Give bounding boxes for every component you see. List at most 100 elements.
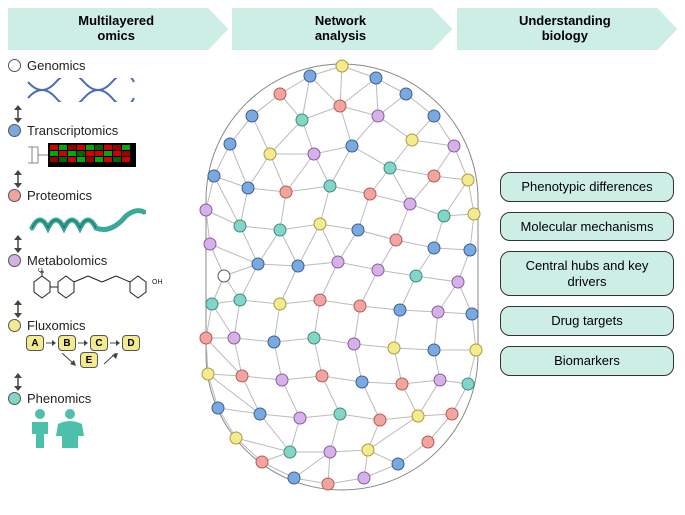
body-row: Genomics Transcriptomics <box>0 54 685 515</box>
network-node <box>466 308 478 320</box>
heatmap-icon <box>26 140 184 170</box>
network-node <box>324 446 336 458</box>
omics-proteomics: Proteomics <box>8 188 184 235</box>
phenomics-label: Phenomics <box>27 391 91 406</box>
network-node <box>292 260 304 272</box>
network-node <box>242 182 254 194</box>
network-node <box>422 436 434 448</box>
network-node <box>372 264 384 276</box>
network-node <box>332 256 344 268</box>
network-node <box>462 174 474 186</box>
network-node <box>410 270 422 282</box>
metabolomics-dot <box>8 254 21 267</box>
bi-arrow <box>12 300 184 318</box>
network-node <box>200 332 212 344</box>
network-node <box>406 134 418 146</box>
network-node <box>394 304 406 316</box>
omics-fluxomics: Fluxomics A B C D E <box>8 318 184 373</box>
network-node <box>322 478 334 490</box>
network-node <box>428 110 440 122</box>
network-node <box>446 408 458 420</box>
fluxomics-label: Fluxomics <box>27 318 86 333</box>
header-label: Multilayeredomics <box>72 14 164 44</box>
header-label: Understandingbiology <box>513 14 621 44</box>
network-node <box>296 114 308 126</box>
network-node <box>428 344 440 356</box>
network-node <box>284 446 296 458</box>
network-node <box>464 244 476 256</box>
network-node <box>392 458 404 470</box>
flux-node: B <box>58 335 76 351</box>
network-node <box>294 412 306 424</box>
flux-icon: A B C D E <box>26 335 184 373</box>
network-node <box>452 276 464 288</box>
genomics-dot <box>8 59 21 72</box>
network-node <box>362 444 374 456</box>
header-multilayered-omics: Multilayeredomics <box>8 8 228 50</box>
network-node <box>438 210 450 222</box>
network-node <box>324 180 336 192</box>
genomics-label: Genomics <box>27 58 86 73</box>
omics-metabolomics: Metabolomics O O <box>8 253 184 300</box>
network-node <box>256 456 268 468</box>
flux-node: E <box>80 352 98 368</box>
network-node <box>280 186 292 198</box>
transcriptomics-label: Transcriptomics <box>27 123 118 138</box>
bi-arrow <box>12 105 184 123</box>
network-node <box>346 140 358 152</box>
flux-node: A <box>26 335 44 351</box>
network-node <box>230 432 242 444</box>
network-node <box>274 298 286 310</box>
network-node <box>358 472 370 484</box>
omics-genomics: Genomics <box>8 58 184 105</box>
network-node <box>254 408 266 420</box>
metabolomics-label: Metabolomics <box>27 253 107 268</box>
network-node <box>354 300 366 312</box>
network-node <box>202 368 214 380</box>
network-node <box>252 258 264 270</box>
network-diagram <box>190 54 494 502</box>
network-node <box>352 224 364 236</box>
network-node <box>336 60 348 72</box>
header-understanding-biology: Understandingbiology <box>457 8 677 50</box>
network-node <box>274 224 286 236</box>
protein-icon <box>26 205 184 235</box>
flux-node: C <box>90 335 108 351</box>
network-node <box>314 294 326 306</box>
header-network-analysis: Networkanalysis <box>232 8 452 50</box>
network-node <box>204 238 216 250</box>
omics-phenomics: Phenomics <box>8 391 184 448</box>
network-node <box>234 294 246 306</box>
network-node <box>404 198 416 210</box>
header-label: Networkanalysis <box>309 14 376 44</box>
network-node <box>212 402 224 414</box>
network-node <box>468 208 480 220</box>
network-node <box>400 88 412 100</box>
network-node <box>314 218 326 230</box>
diagram-root: Multilayeredomics Networkanalysis Unders… <box>0 0 685 515</box>
proteomics-dot <box>8 189 21 202</box>
network-node <box>208 170 220 182</box>
bio-box-biomarkers: Biomarkers <box>500 346 674 376</box>
people-icon <box>26 408 184 448</box>
network-node <box>356 376 368 388</box>
dna-icon <box>26 75 184 105</box>
network-node <box>288 472 300 484</box>
bio-box-hubs: Central hubs and key drivers <box>500 251 674 296</box>
bio-box-drug: Drug targets <box>500 306 674 336</box>
network-node <box>200 204 212 216</box>
svg-text:O: O <box>38 268 43 274</box>
network-node <box>428 242 440 254</box>
flux-node: D <box>122 335 140 351</box>
network-column <box>190 54 494 507</box>
header-row: Multilayeredomics Networkanalysis Unders… <box>0 0 685 54</box>
network-node <box>274 88 286 100</box>
network-node <box>246 110 258 122</box>
network-node <box>396 378 408 390</box>
network-node <box>334 100 346 112</box>
bio-box-phenotypic: Phenotypic differences <box>500 172 674 202</box>
bio-box-molecular: Molecular mechanisms <box>500 212 674 242</box>
molecule-icon: O OH <box>26 270 184 300</box>
network-node <box>370 72 382 84</box>
network-node <box>268 336 280 348</box>
